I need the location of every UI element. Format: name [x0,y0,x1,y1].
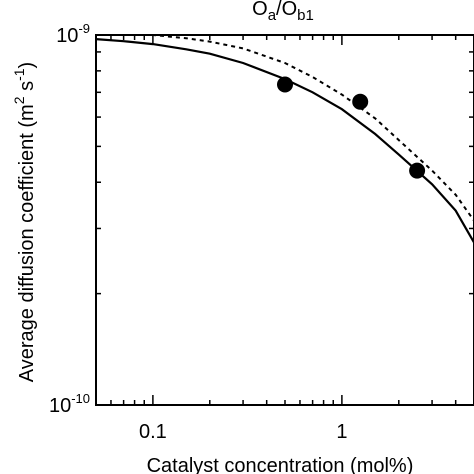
x-axis-title: Catalyst concentration (mol%) [147,455,414,474]
y-title-prefix: Average diffusion coefficient (m [16,104,38,382]
y-tick-label-bottom: 10-10 [49,391,90,417]
data-point [352,93,369,110]
y-title-suffix: ) [16,62,38,69]
title-slash: / [276,0,282,20]
title-main-b: O [282,0,298,20]
dashed-series-line [96,34,474,222]
y-axis-title: Average diffusion coefficient (m2 s-1) [11,62,38,382]
y-title-sup1: 2 [11,96,27,104]
data-point [277,76,293,93]
x-tick-label-1: 1 [336,421,347,443]
title-sub-a: a [268,7,277,24]
y-tick-bottom-base: 10 [49,395,71,417]
data-point [409,162,426,179]
y-tick-bottom-exp: -10 [71,391,90,406]
title-main-a: O [252,0,268,20]
y-title-sup2: -1 [11,68,27,81]
y-tick-top-base: 10 [56,25,78,47]
y-tick-label-top: 10-9 [56,21,90,47]
y-title-middle: s [16,81,38,97]
title-sub-b: b1 [297,7,314,24]
solid-series-line [95,38,474,243]
x-tick-label-0-1: 0.1 [139,421,167,443]
y-tick-top-exp: -9 [78,21,90,36]
chart-title: Oa/Ob1 [252,0,314,24]
data-markers [277,76,426,179]
